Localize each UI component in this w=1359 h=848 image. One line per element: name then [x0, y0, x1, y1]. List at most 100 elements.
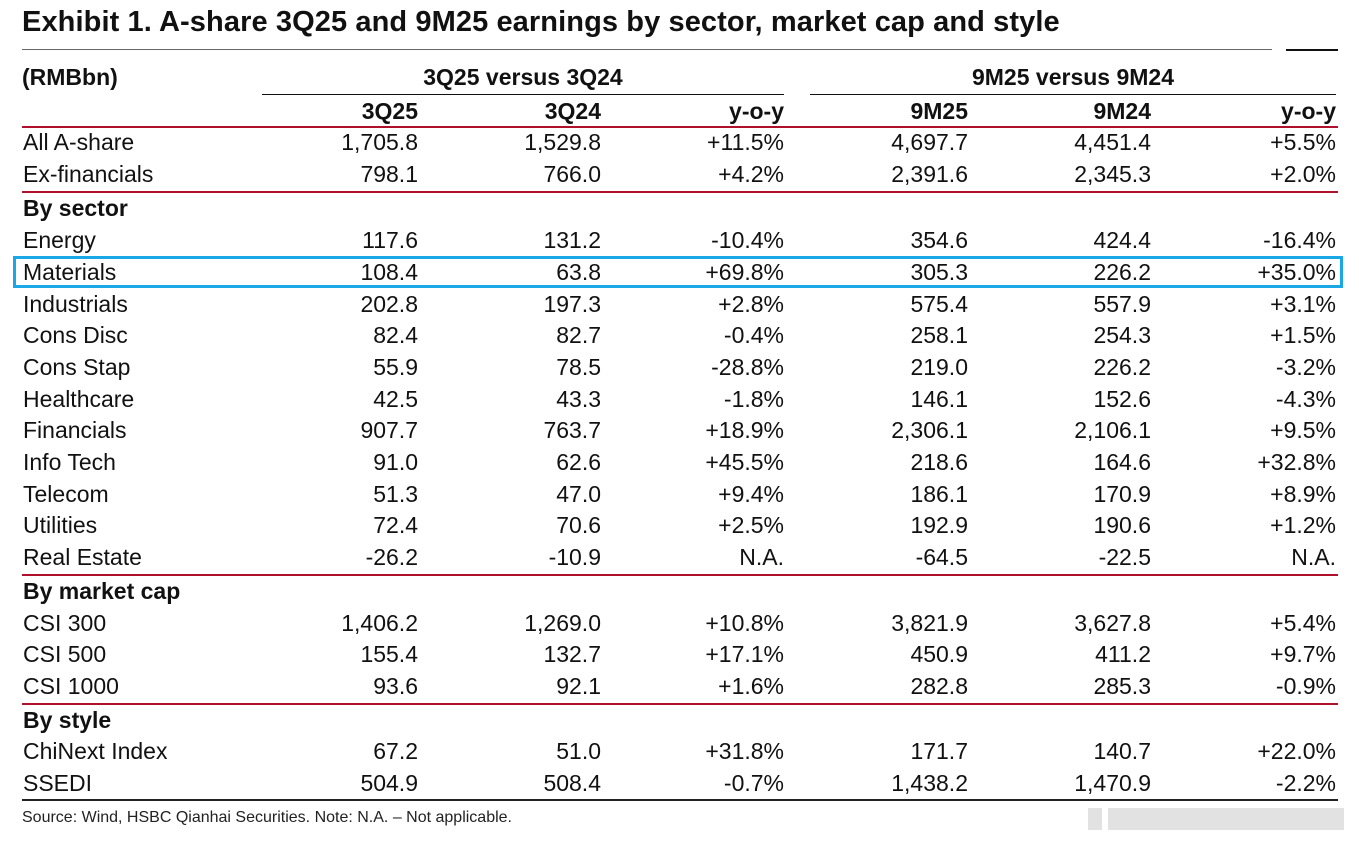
cell-3q25: 117.6 — [362, 227, 418, 254]
cell-9m24: 411.2 — [1095, 641, 1151, 668]
cell-y-o-y: -0.9% — [1275, 672, 1336, 699]
cell-3q25: 798.1 — [360, 160, 418, 187]
cell-y-o-y: +22.0% — [1257, 738, 1336, 765]
table-row: Info Tech 91.0 62.6 +45.5% 218.6 164.6 +32.8% — [0, 447, 1359, 478]
cell-9m25: 219.0 — [910, 353, 968, 380]
section-rule — [22, 702, 1338, 705]
table-row: SSEDI 504.9 508.4 -0.7% 1,438.2 1,470.9 -2.2% — [0, 768, 1359, 799]
row-label: CSI 300 — [23, 609, 107, 636]
cell-3q25: 1,406.2 — [341, 609, 418, 636]
unit-label: (RMBbn) — [22, 64, 118, 90]
cell-y-o-y: +1.2% — [1270, 512, 1336, 539]
row-label: Financials — [23, 417, 127, 444]
group-header-3q-label: 3Q25 versus 3Q24 — [423, 64, 623, 90]
cell-9m24: 2,345.3 — [1074, 160, 1151, 187]
cell-9m24: 3,627.8 — [1074, 609, 1151, 636]
cell-9m25: 4,697.7 — [891, 129, 968, 155]
cell-3q24: 78.5 — [556, 353, 601, 380]
cell-y-o-y: -2.2% — [1275, 770, 1336, 796]
group-header-3q: 3Q25 versus 3Q24 — [262, 64, 784, 95]
cell-9m24: 285.3 — [1093, 672, 1151, 699]
column-header-1: 3Q24 — [544, 98, 601, 124]
cell-9m24: 226.2 — [1093, 353, 1151, 380]
section-rule — [22, 573, 1338, 576]
row-label: Cons Stap — [23, 353, 131, 380]
cell-9m25: -64.5 — [915, 544, 968, 571]
cell-3q24: 508.4 — [543, 770, 601, 796]
cell-y-o-y: -10.4% — [711, 227, 784, 254]
cell-9m25: 354.6 — [910, 227, 968, 254]
cell-y-o-y: +5.4% — [1270, 609, 1336, 636]
row-label: CSI 500 — [23, 641, 107, 668]
cell-9m24: 226.2 — [1093, 258, 1151, 285]
watermark — [1088, 804, 1344, 832]
cell-3q25: 42.5 — [373, 385, 418, 412]
cell-9m24: 164.6 — [1093, 449, 1151, 475]
column-header-4: 9M24 — [1093, 98, 1151, 124]
cell-3q25: 93.6 — [373, 672, 418, 699]
cell-3q24: 197.3 — [543, 290, 601, 317]
cell-3q24: 47.0 — [556, 480, 601, 507]
table-row: CSI 500 155.4 132.7 +17.1% 450.9 411.2 +9.7% — [0, 639, 1359, 670]
cell-9m25: 2,391.6 — [891, 160, 968, 187]
table-row: CSI 1000 93.6 92.1 +1.6% 282.8 285.3 -0.9% — [0, 671, 1359, 702]
cell-9m25: 218.6 — [910, 449, 968, 475]
cell-3q25: 91.0 — [373, 449, 418, 475]
bottom-rule — [22, 799, 1338, 801]
table-row: ChiNext Index 67.2 51.0 +31.8% 171.7 140.7 +22… — [0, 736, 1359, 767]
cell-3q24: -10.9 — [548, 544, 601, 571]
table-row: Utilities 72.4 70.6 +2.5% 192.9 190.6 +1.2% — [0, 510, 1359, 541]
cell-3q24: 51.0 — [556, 738, 601, 765]
row-label: Ex-financials — [23, 160, 154, 187]
cell-3q24: 43.3 — [556, 385, 601, 412]
table-row: Cons Disc 82.4 82.7 -0.4% 258.1 254.3 +1.5% — [0, 320, 1359, 351]
column-header-3: 9M25 — [910, 98, 968, 124]
row-label: CSI 1000 — [23, 672, 119, 699]
section-title: By market cap — [23, 577, 181, 604]
cell-y-o-y: +9.7% — [1270, 641, 1336, 668]
cell-3q24: 766.0 — [543, 160, 601, 187]
header-rule — [22, 126, 1338, 128]
cell-3q24: 1,529.8 — [524, 129, 601, 155]
cell-y-o-y: +31.8% — [705, 738, 784, 765]
cell-3q25: 51.3 — [373, 480, 418, 507]
cell-y-o-y: -16.4% — [1263, 227, 1336, 254]
cell-3q25: 72.4 — [373, 512, 418, 539]
cell-y-o-y: +1.5% — [1270, 322, 1336, 349]
cell-y-o-y: -28.8% — [711, 353, 784, 380]
table-row: Cons Stap 55.9 78.5 -28.8% 219.0 226.2 -3.2% — [0, 352, 1359, 383]
cell-y-o-y: -0.4% — [723, 322, 784, 349]
cell-3q24: 763.7 — [543, 417, 601, 444]
exhibit-title: Exhibit 1. A-share 3Q25 and 9M25 earning… — [22, 6, 1060, 38]
table-row: Materials 108.4 63.8 +69.8% 305.3 226.2 +35.0% — [0, 257, 1359, 288]
cell-9m25: 3,821.9 — [891, 609, 968, 636]
table-row: CSI 300 1,406.2 1,269.0 +10.8% 3,821.9 3,627.… — [0, 608, 1359, 639]
cell-y-o-y: +32.8% — [1257, 449, 1336, 475]
row-label: Energy — [23, 227, 96, 254]
cell-9m25: 171.7 — [910, 738, 968, 765]
cell-9m25: 192.9 — [910, 512, 968, 539]
row-label: Materials — [23, 258, 117, 285]
column-header-5: y-o-y — [1281, 98, 1336, 124]
table-row: Industrials 202.8 197.3 +2.8% 575.4 557.9 +3.1… — [0, 289, 1359, 320]
cell-y-o-y: -1.8% — [723, 385, 784, 412]
cell-3q24: 132.7 — [543, 641, 601, 668]
cell-y-o-y: +9.5% — [1270, 417, 1336, 444]
cell-y-o-y: +10.8% — [705, 609, 784, 636]
cell-y-o-y: +2.5% — [718, 512, 784, 539]
summary-row: All A-share 1,705.8 1,529.8 +11.5% 4,697.7 4,… — [0, 127, 1359, 158]
column-header-0: 3Q25 — [361, 98, 418, 124]
cell-y-o-y: N.A. — [1291, 544, 1336, 571]
materials-highlight-box — [13, 256, 1343, 288]
cell-3q25: 82.4 — [373, 322, 418, 349]
group-header-9m-label: 9M25 versus 9M24 — [971, 64, 1174, 90]
cell-9m25: 1,438.2 — [891, 770, 968, 796]
cell-3q24: 131.2 — [543, 227, 601, 254]
cell-3q24: 70.6 — [556, 512, 601, 539]
cell-y-o-y: +4.2% — [718, 160, 784, 187]
row-label: SSEDI — [23, 770, 93, 796]
cell-3q24: 62.6 — [556, 449, 601, 475]
section-title: By style — [23, 706, 112, 733]
row-label: Info Tech — [23, 449, 116, 475]
cell-9m24: 4,451.4 — [1074, 129, 1151, 155]
